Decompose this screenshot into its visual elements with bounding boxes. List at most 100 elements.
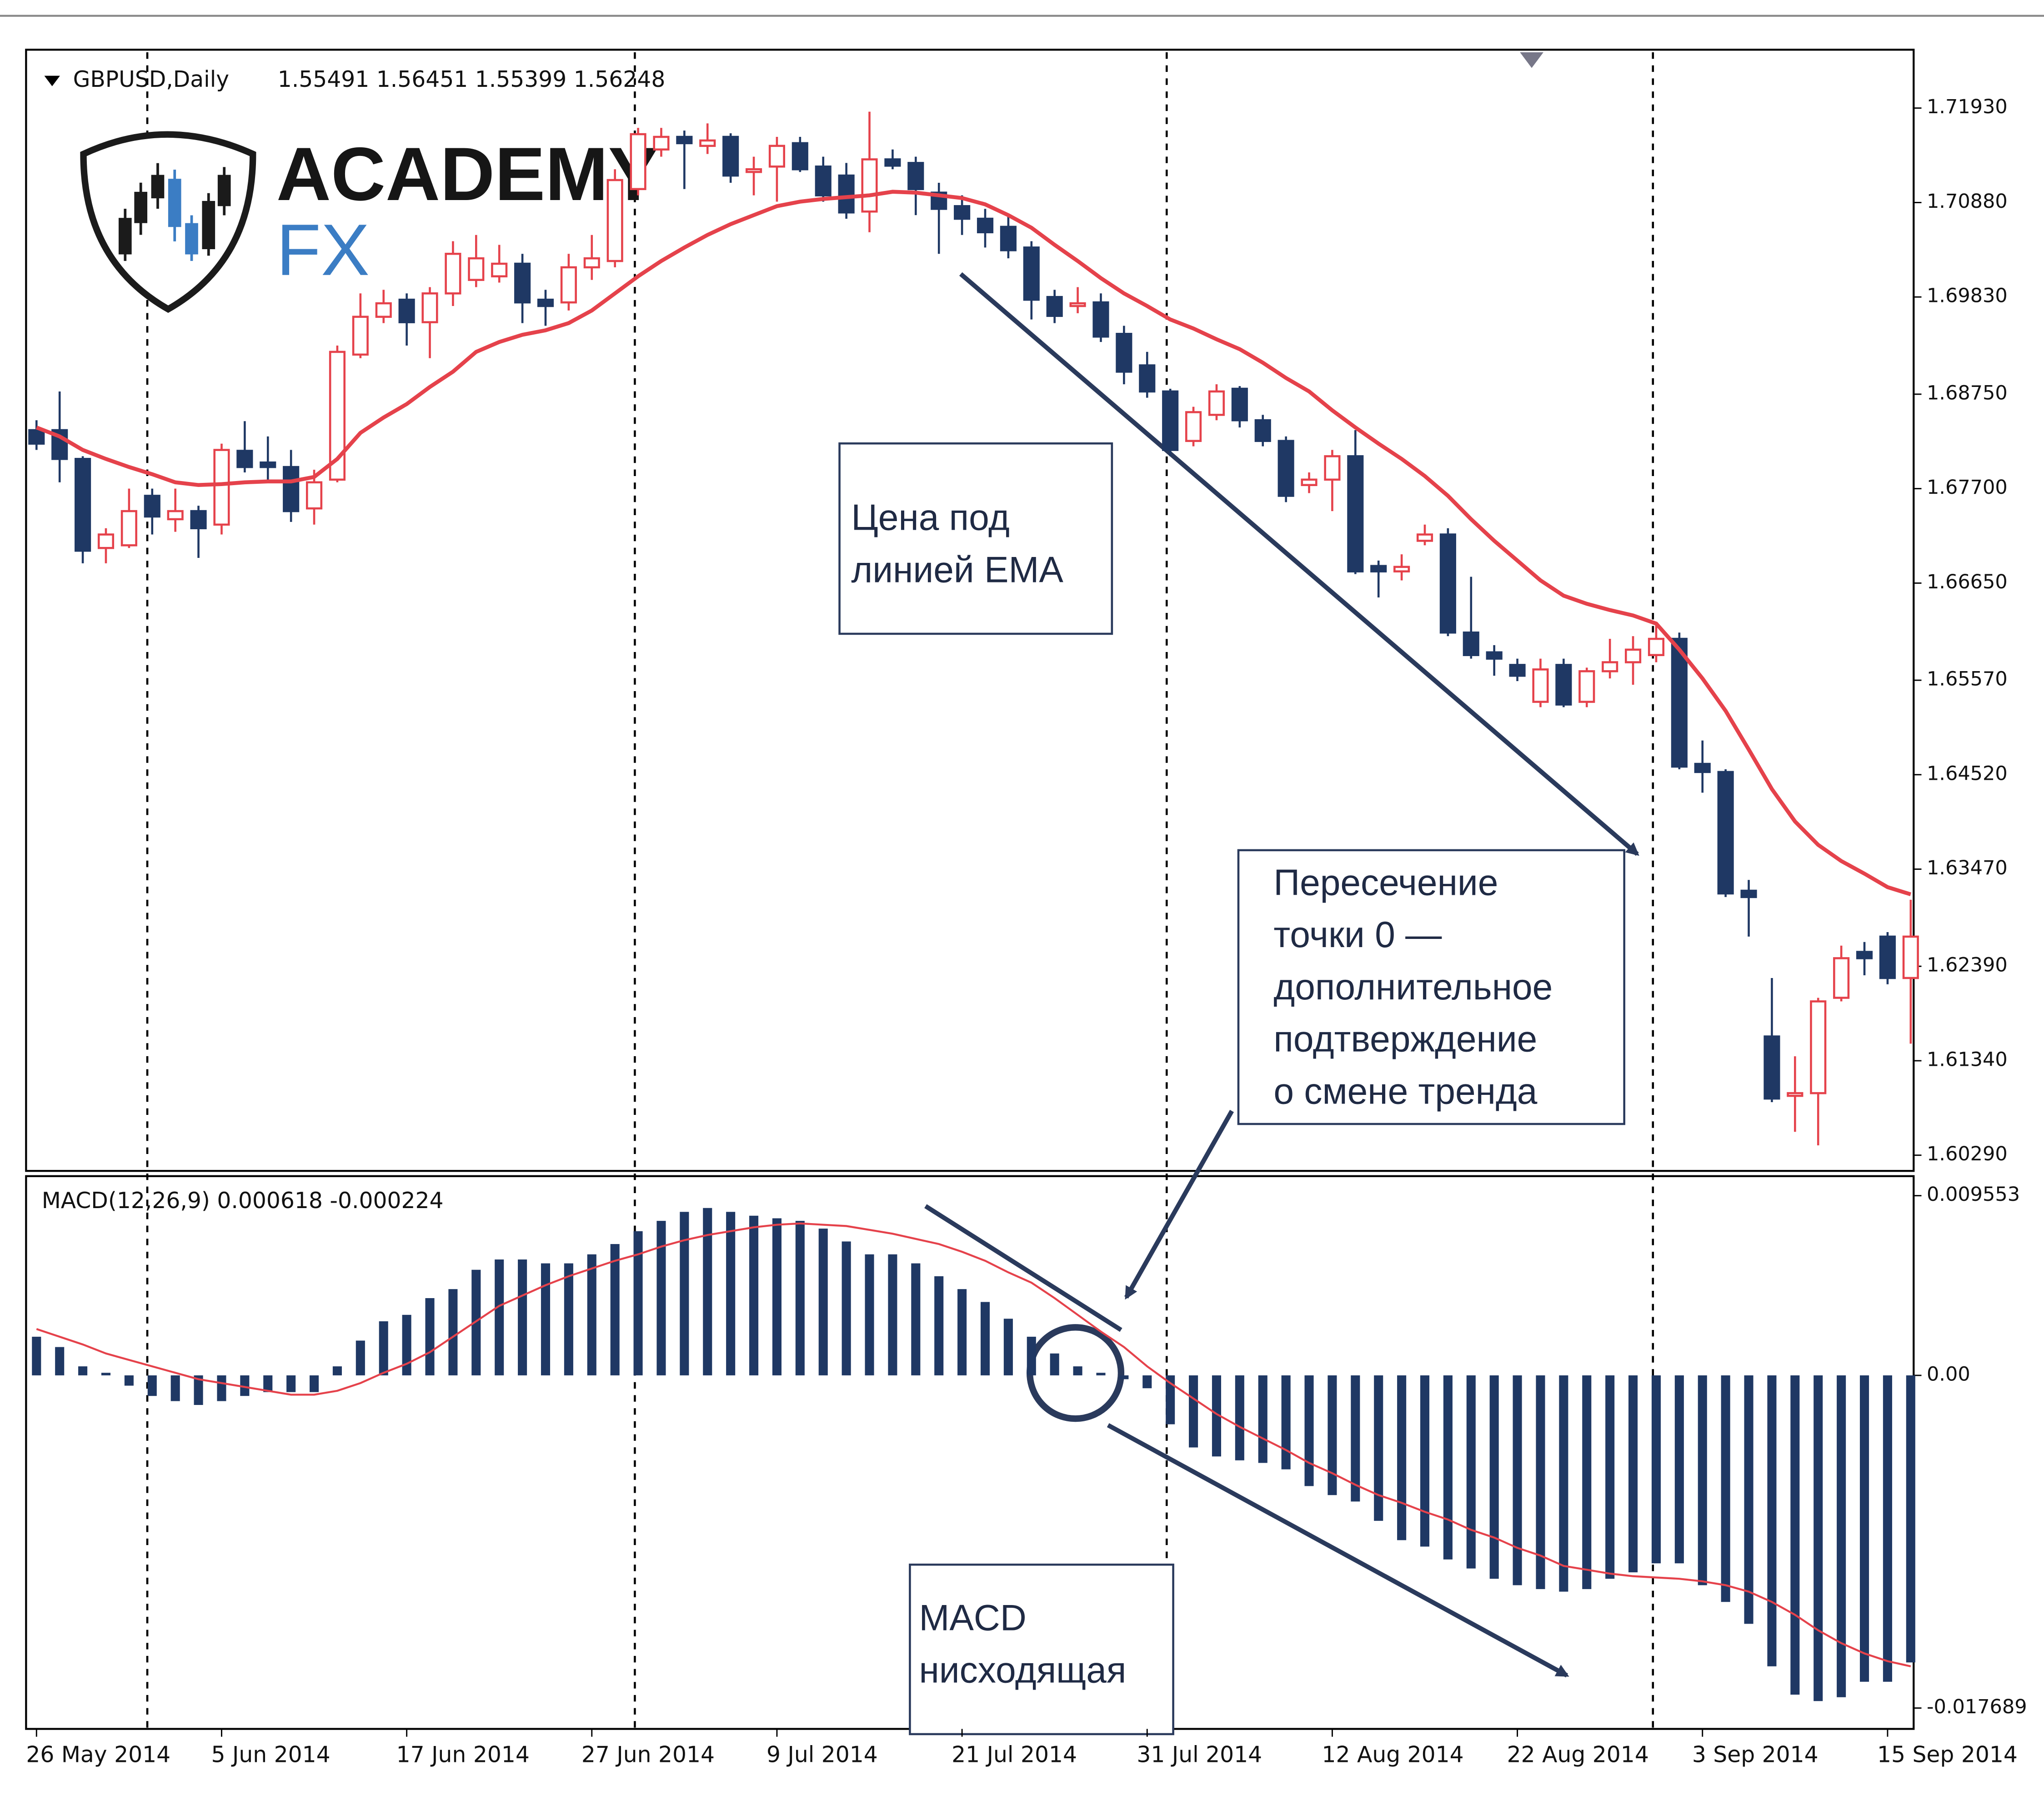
histogram-bar <box>934 1276 944 1375</box>
annotation: линией EMA <box>851 549 1063 590</box>
histogram-bar <box>726 1212 736 1375</box>
histogram-bar <box>1489 1375 1499 1579</box>
histogram-bar <box>1536 1375 1545 1589</box>
histogram-bar <box>1837 1375 1846 1697</box>
candle-body <box>283 466 300 512</box>
dropdown-icon <box>44 75 60 86</box>
histogram-bar <box>1258 1375 1267 1463</box>
histogram-bar <box>495 1259 504 1375</box>
histogram-bar <box>309 1375 319 1392</box>
candle-body <box>1023 246 1040 301</box>
histogram-bar <box>1744 1375 1753 1624</box>
y-tick-label: 1.63470 <box>1927 857 2008 879</box>
histogram-bar <box>1235 1375 1244 1460</box>
annotation-box <box>1237 849 1626 1125</box>
histogram-bar <box>1189 1375 1198 1448</box>
histogram-bar <box>587 1254 596 1375</box>
histogram-bar <box>518 1259 527 1375</box>
histogram-bar <box>101 1373 111 1375</box>
histogram-bar <box>564 1263 573 1375</box>
histogram-bar <box>1166 1375 1175 1425</box>
annotation-boxes <box>838 442 1626 1736</box>
y-tick-label: 1.67700 <box>1927 476 2008 499</box>
candle-body <box>1185 411 1202 442</box>
ema-line <box>35 190 1912 897</box>
candle-body <box>236 450 253 468</box>
annotation: MACD <box>919 1598 1026 1639</box>
histogram-bar <box>610 1244 620 1375</box>
histogram-bar <box>448 1289 458 1375</box>
histogram-bar <box>680 1212 689 1375</box>
histogram-bar <box>1605 1375 1615 1579</box>
histogram-bar <box>1814 1375 1823 1701</box>
candle-body <box>722 135 739 177</box>
histogram-bar <box>1443 1375 1453 1560</box>
histogram-bar <box>147 1375 157 1396</box>
histogram-bar <box>425 1298 435 1375</box>
histogram-bar <box>911 1263 921 1375</box>
y-tick-label: 1.64520 <box>1927 762 2008 785</box>
candle-body <box>1393 566 1410 572</box>
candle-body <box>306 481 323 510</box>
histogram-bar <box>1628 1375 1638 1573</box>
candle-body <box>352 316 369 356</box>
candle-body <box>213 449 230 526</box>
candle-body <box>468 257 485 281</box>
histogram-bar <box>1582 1375 1592 1589</box>
annotation: Цена под <box>851 497 1009 538</box>
histogram-bar <box>1212 1375 1221 1457</box>
histogram-bar <box>1767 1375 1777 1666</box>
histogram-bar <box>55 1347 65 1375</box>
x-tick-label: 5 Jun 2014 <box>211 1742 331 1768</box>
histogram-bar <box>1651 1375 1661 1564</box>
annotation: о смене тренда <box>1273 1071 1537 1112</box>
candle-body <box>838 174 855 214</box>
histogram-bar <box>124 1375 134 1386</box>
candle-body <box>1879 935 1896 979</box>
y-tick-label: 1.60290 <box>1927 1143 2008 1165</box>
y-tick-label: 1.66650 <box>1927 571 2008 593</box>
candle-body <box>1370 565 1387 572</box>
candle-body <box>260 461 276 468</box>
logo: ACADEMY FX <box>80 131 659 313</box>
candle-body <box>583 257 600 269</box>
y-tick-label: 1.69830 <box>1927 285 2008 307</box>
candle-body <box>1116 333 1132 373</box>
candle-body <box>1902 935 1919 979</box>
candle-body <box>1347 455 1364 572</box>
candle-body <box>1000 226 1017 251</box>
histogram-bar <box>1073 1366 1082 1375</box>
histogram-bar <box>749 1215 759 1375</box>
histogram-bar <box>795 1221 805 1375</box>
histogram-bar <box>32 1336 41 1375</box>
candle-body <box>884 158 901 167</box>
candle-body <box>907 162 924 191</box>
histogram-bar <box>1698 1375 1707 1585</box>
histogram-bar <box>1906 1375 1915 1663</box>
candle-body <box>144 495 160 518</box>
histogram-bar <box>1027 1336 1036 1375</box>
histogram-bar <box>379 1321 388 1375</box>
histogram-bar <box>656 1221 666 1375</box>
candle-body <box>375 302 392 318</box>
annotation-box <box>909 1563 1174 1736</box>
histogram-bar <box>1142 1375 1152 1389</box>
candle-body <box>1740 889 1757 898</box>
histogram-bar <box>957 1289 967 1375</box>
x-tick-label: 15 Sep 2014 <box>1877 1742 2018 1768</box>
histogram-bar <box>402 1314 411 1375</box>
candle-body <box>1509 664 1526 677</box>
logo-title: ACADEMY <box>276 132 659 216</box>
logo-candles <box>118 163 231 261</box>
candle-body <box>676 135 693 145</box>
logo-subtitle: FX <box>276 210 370 291</box>
arrow <box>924 1204 1122 1332</box>
histogram-bar <box>194 1375 203 1405</box>
candle-body <box>815 166 832 196</box>
histogram-bar <box>1397 1375 1407 1540</box>
histogram-bar <box>217 1375 226 1401</box>
arrow <box>1124 1109 1234 1300</box>
histogram-bar <box>286 1375 296 1392</box>
price-panel <box>25 49 1915 1172</box>
